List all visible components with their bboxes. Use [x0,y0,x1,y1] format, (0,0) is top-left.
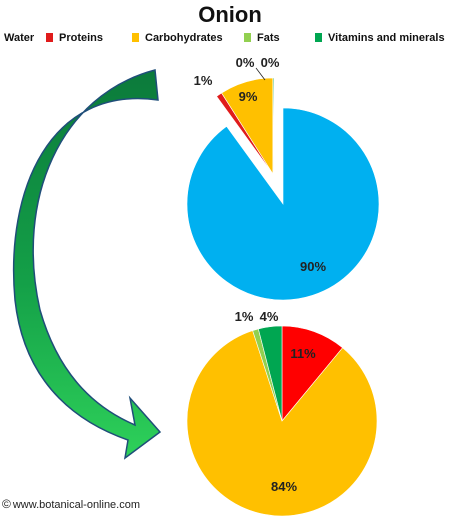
pie-chart-dry: 11% 84% 1% 4% [186,309,378,517]
label-leader-line [255,67,266,81]
data-label-vitamins-and-minerals: 0% [261,55,280,70]
footer-website: www.botanical-online.com [12,499,141,511]
pie-slice-proteins [281,325,343,422]
data-label-carbohydrates: 84% [271,479,297,494]
copyright-symbol: © [2,497,11,511]
data-label-proteins: 11% [290,346,316,361]
data-label-proteins: 1% [194,73,213,88]
data-label-water: 90% [300,259,326,274]
legend-swatch [46,33,53,42]
legend-label: Proteins [59,32,104,44]
pie-slice-vitamins-and-minerals [272,77,275,175]
data-label-carbohydrates: 9% [239,89,258,104]
data-label-vitamins-and-minerals: 4% [260,309,279,324]
footer: © www.botanical-online.com [2,497,140,511]
pie-slice-vitamins-and-minerals [258,325,283,422]
legend-label: Vitamins and minerals [328,32,445,44]
legend-label: Fats [257,32,280,44]
pie-chart-raw: 90% 1% 9% 0% 0% [186,55,380,301]
legend-label: Water [4,32,35,44]
legend-label: Carbohydrates [145,32,223,44]
pie-slice-carbohydrates [186,330,378,517]
legend-swatch [132,33,139,42]
pie-slice-water [186,107,380,301]
legend-swatch [244,33,251,42]
legend: Water Proteins Carbohydrates Fats Vitamins a… [4,30,460,46]
legend-swatch [315,33,322,42]
curved-arrow [12,69,162,460]
chart-title: Onion [198,2,262,27]
data-label-fats: 0% [236,55,255,70]
data-label-fats: 1% [235,309,254,324]
